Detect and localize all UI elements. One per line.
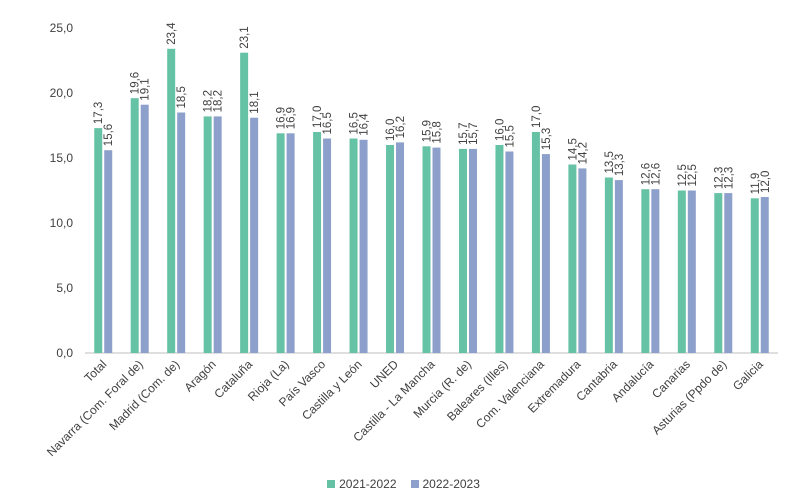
data-label: 16,9 xyxy=(276,107,288,129)
legend-item-series-2: 2022-2023 xyxy=(410,477,480,491)
legend-item-series-1: 2021-2022 xyxy=(327,477,397,491)
data-label: 16,9 xyxy=(286,107,298,129)
data-label: 16,0 xyxy=(385,119,397,141)
bar-2022-2023 xyxy=(614,180,623,353)
bar-2022-2023 xyxy=(250,117,259,353)
bar-2022-2023 xyxy=(578,168,587,353)
data-label: 18,2 xyxy=(203,90,215,112)
bar-2022-2023 xyxy=(432,147,441,353)
legend: 2021-2022 2022-2023 xyxy=(0,477,807,491)
bar-2022-2023 xyxy=(104,150,113,353)
bar-2022-2023 xyxy=(396,142,405,353)
data-label: 15,7 xyxy=(458,123,470,145)
data-label: 17,0 xyxy=(531,106,543,128)
bar-2021-2022 xyxy=(94,128,103,353)
data-label: 13,3 xyxy=(614,154,626,176)
y-tick-label: 10,0 xyxy=(50,216,74,230)
x-tick-label: Galicia xyxy=(730,357,766,393)
bar-chart: 0,05,010,015,020,025,017,315,6Total19,61… xyxy=(44,21,778,459)
y-tick-label: 25,0 xyxy=(50,21,74,35)
bar-2022-2023 xyxy=(323,138,332,353)
data-label: 15,8 xyxy=(432,121,444,143)
y-tick-label: 15,0 xyxy=(50,151,74,165)
bar-2021-2022 xyxy=(349,138,358,353)
data-label: 14,5 xyxy=(567,138,579,160)
data-label: 16,4 xyxy=(359,113,371,136)
bar-2022-2023 xyxy=(724,193,733,353)
bar-2022-2023 xyxy=(541,154,550,353)
data-label: 15,5 xyxy=(504,125,516,147)
data-label: 12,6 xyxy=(650,163,662,185)
data-label: 12,5 xyxy=(677,164,689,186)
bar-2021-2022 xyxy=(495,145,504,353)
data-label: 12,6 xyxy=(640,163,652,185)
data-label: 15,9 xyxy=(422,120,434,142)
data-label: 17,0 xyxy=(312,106,324,128)
data-label: 18,5 xyxy=(176,86,188,108)
bar-2022-2023 xyxy=(468,148,477,353)
data-label: 15,6 xyxy=(103,124,115,146)
data-label: 12,3 xyxy=(713,167,725,189)
data-label: 23,4 xyxy=(166,22,178,45)
bar-2021-2022 xyxy=(677,190,686,353)
data-label: 15,7 xyxy=(468,123,480,145)
bar-2022-2023 xyxy=(177,112,186,353)
data-label: 11,9 xyxy=(750,173,762,195)
legend-label-series-2: 2022-2023 xyxy=(422,477,480,491)
legend-swatch-series-2 xyxy=(410,480,419,488)
bar-2021-2022 xyxy=(240,52,249,353)
bar-2022-2023 xyxy=(359,139,368,353)
bar-2022-2023 xyxy=(286,133,295,353)
bar-2021-2022 xyxy=(167,48,176,354)
bar-2022-2023 xyxy=(505,151,514,353)
bar-2021-2022 xyxy=(458,148,467,353)
bar-2021-2022 xyxy=(531,132,540,353)
x-tick-label: Total xyxy=(82,357,110,385)
bar-2021-2022 xyxy=(641,189,650,353)
bar-2021-2022 xyxy=(422,146,431,353)
data-label: 12,3 xyxy=(723,167,735,189)
bar-2022-2023 xyxy=(687,190,696,353)
bar-2021-2022 xyxy=(714,193,723,353)
data-label: 16,5 xyxy=(349,112,361,134)
bar-2022-2023 xyxy=(213,116,222,354)
bar-2022-2023 xyxy=(651,189,660,353)
legend-label-series-1: 2021-2022 xyxy=(339,477,397,491)
bar-2021-2022 xyxy=(276,133,285,353)
data-label: 19,1 xyxy=(140,78,152,100)
y-tick-label: 20,0 xyxy=(50,86,74,100)
data-label: 23,1 xyxy=(239,26,251,48)
data-label: 12,0 xyxy=(760,171,772,193)
data-label: 16,0 xyxy=(494,119,506,141)
legend-swatch-series-1 xyxy=(327,480,336,488)
data-label: 19,6 xyxy=(130,72,142,94)
y-tick-label: 0,0 xyxy=(56,346,73,360)
y-tick-label: 5,0 xyxy=(56,281,73,295)
bar-2021-2022 xyxy=(203,116,212,354)
bar-2021-2022 xyxy=(386,145,395,353)
x-tick-label: UNED xyxy=(367,357,401,391)
bar-2021-2022 xyxy=(568,164,577,353)
bar-2021-2022 xyxy=(750,198,759,353)
data-label: 18,1 xyxy=(249,91,261,113)
bar-2022-2023 xyxy=(140,104,149,353)
data-label: 16,2 xyxy=(395,116,407,138)
data-label: 13,5 xyxy=(604,151,616,173)
bar-2021-2022 xyxy=(313,132,322,353)
bar-2022-2023 xyxy=(760,197,769,353)
bar-2021-2022 xyxy=(604,177,613,353)
x-tick-label: Madrid (Com. de) xyxy=(106,357,182,433)
data-label: 18,2 xyxy=(213,90,225,112)
data-label: 15,3 xyxy=(541,128,553,150)
data-label: 16,5 xyxy=(322,112,334,134)
data-label: 12,5 xyxy=(687,164,699,186)
bar-2021-2022 xyxy=(130,98,139,353)
data-label: 17,3 xyxy=(93,102,105,124)
data-label: 14,2 xyxy=(577,142,589,164)
